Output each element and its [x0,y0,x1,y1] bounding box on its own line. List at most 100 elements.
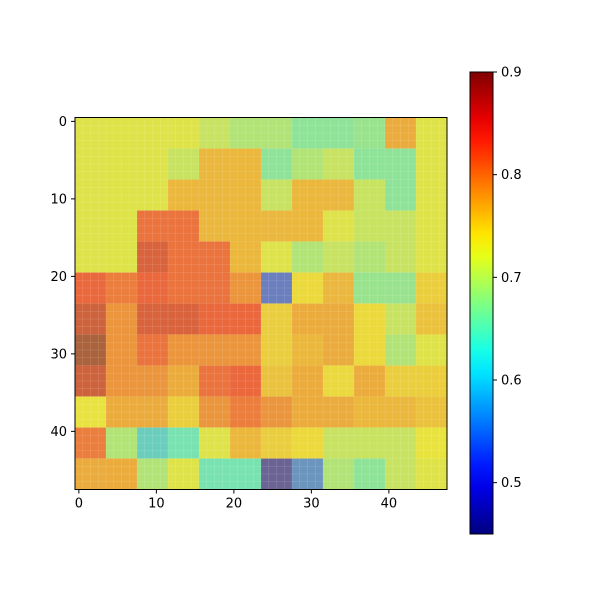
heatmap-cell [354,272,386,304]
heatmap-cell [416,427,448,459]
heatmap-cell [106,458,138,490]
heatmap-cell [385,396,417,428]
heatmap-cell [292,365,324,397]
heatmap-cell [75,396,107,428]
heatmap-cell [385,272,417,304]
heatmap-cell [137,427,169,459]
heatmap-cell [168,427,200,459]
heatmap-cell [385,210,417,242]
heatmap-cell [354,241,386,273]
x-tick-label: 40 [381,497,398,512]
heatmap-cell [230,117,262,149]
heatmap-cell [416,365,448,397]
heatmap-cell [261,427,293,459]
heatmap-cell [199,179,231,211]
heatmap-cell [199,458,231,490]
heatmap-cell [106,148,138,180]
heatmap-cell [261,396,293,428]
heatmap-cell [199,303,231,335]
heatmap-cell [106,179,138,211]
heatmap-cell [75,210,107,242]
plot-frame [74,117,448,490]
heatmap-cell [292,396,324,428]
heatmap-cell [168,241,200,273]
heatmap-cell [168,179,200,211]
heatmap-cell [137,458,169,490]
heatmap-cell [292,117,324,149]
heatmap-cell [385,148,417,180]
heatmap-cell [416,241,448,273]
colorbar-gradient-bar [469,71,494,535]
y-tick-label: 40 [50,425,67,440]
heatmap-cell [292,334,324,366]
heatmap-cell [354,148,386,180]
heatmap-cell [385,303,417,335]
heatmap-cell [137,210,169,242]
colorbar-tick-label: 0.6 [501,374,522,389]
heatmap-cell [292,148,324,180]
heatmap-cell [75,117,107,149]
colorbar-ticks: 0.5 0.6 0.7 0.8 0.9 [493,66,522,491]
heatmap-cell [416,148,448,180]
heatmap-cell [168,303,200,335]
heatmap-cell [230,241,262,273]
heatmap-cell [416,179,448,211]
y-tick-label: 20 [50,270,67,285]
heatmap-cell [199,427,231,459]
x-tick-label: 0 [75,497,83,512]
heatmap-cell [168,210,200,242]
heatmap-cell [199,272,231,304]
heatmap-cell [75,334,107,366]
heatmap-cell [292,210,324,242]
colorbar-tick-label: 0.9 [501,66,522,81]
heatmap-cell [137,117,169,149]
heatmap-cell [106,365,138,397]
heatmap-cell [168,272,200,304]
heatmap-cell [106,334,138,366]
x-tick-label: 30 [303,497,320,512]
heatmap-cell [261,117,293,149]
heatmap-cell [292,179,324,211]
heatmap-cell [137,179,169,211]
heatmap-cell [261,179,293,211]
heatmap-cell [199,396,231,428]
colorbar-tick-label: 0.7 [501,271,522,286]
heatmap-cell [416,117,448,149]
heatmap-cell [168,334,200,366]
heatmap-cell [416,396,448,428]
heatmap-cell [323,117,355,149]
heatmap-cell [137,241,169,273]
heatmap-cell [354,365,386,397]
heatmap-cell [323,303,355,335]
heatmap-cell [75,427,107,459]
heatmap-cell [199,365,231,397]
heatmap-cell [261,210,293,242]
heatmap-cell [323,272,355,304]
heatmap-cell [199,210,231,242]
heatmap-cell [230,427,262,459]
colorbar: 0.5 0.6 0.7 0.8 0.9 [469,66,522,535]
heatmap-cell [106,241,138,273]
heatmap-cell [168,148,200,180]
heatmap-cell [323,365,355,397]
heatmap-cell [261,241,293,273]
heatmap-cell [199,241,231,273]
heatmap-cell [75,179,107,211]
heatmap-cell [75,303,107,335]
heatmap-cell [137,365,169,397]
heatmap-cell [75,458,107,490]
heatmap-cell [168,365,200,397]
heatmap-cell [137,334,169,366]
heatmap-cell [230,179,262,211]
heatmap-cell [168,117,200,149]
heatmap-cell [261,272,293,304]
heatmap-cell [354,179,386,211]
heatmap-cell [199,148,231,180]
heatmap-cell [385,458,417,490]
heatmap-cell [354,303,386,335]
heatmap-cells [75,117,448,490]
heatmap-cell [354,427,386,459]
heatmap-cell [385,241,417,273]
heatmap-cell [261,458,293,490]
